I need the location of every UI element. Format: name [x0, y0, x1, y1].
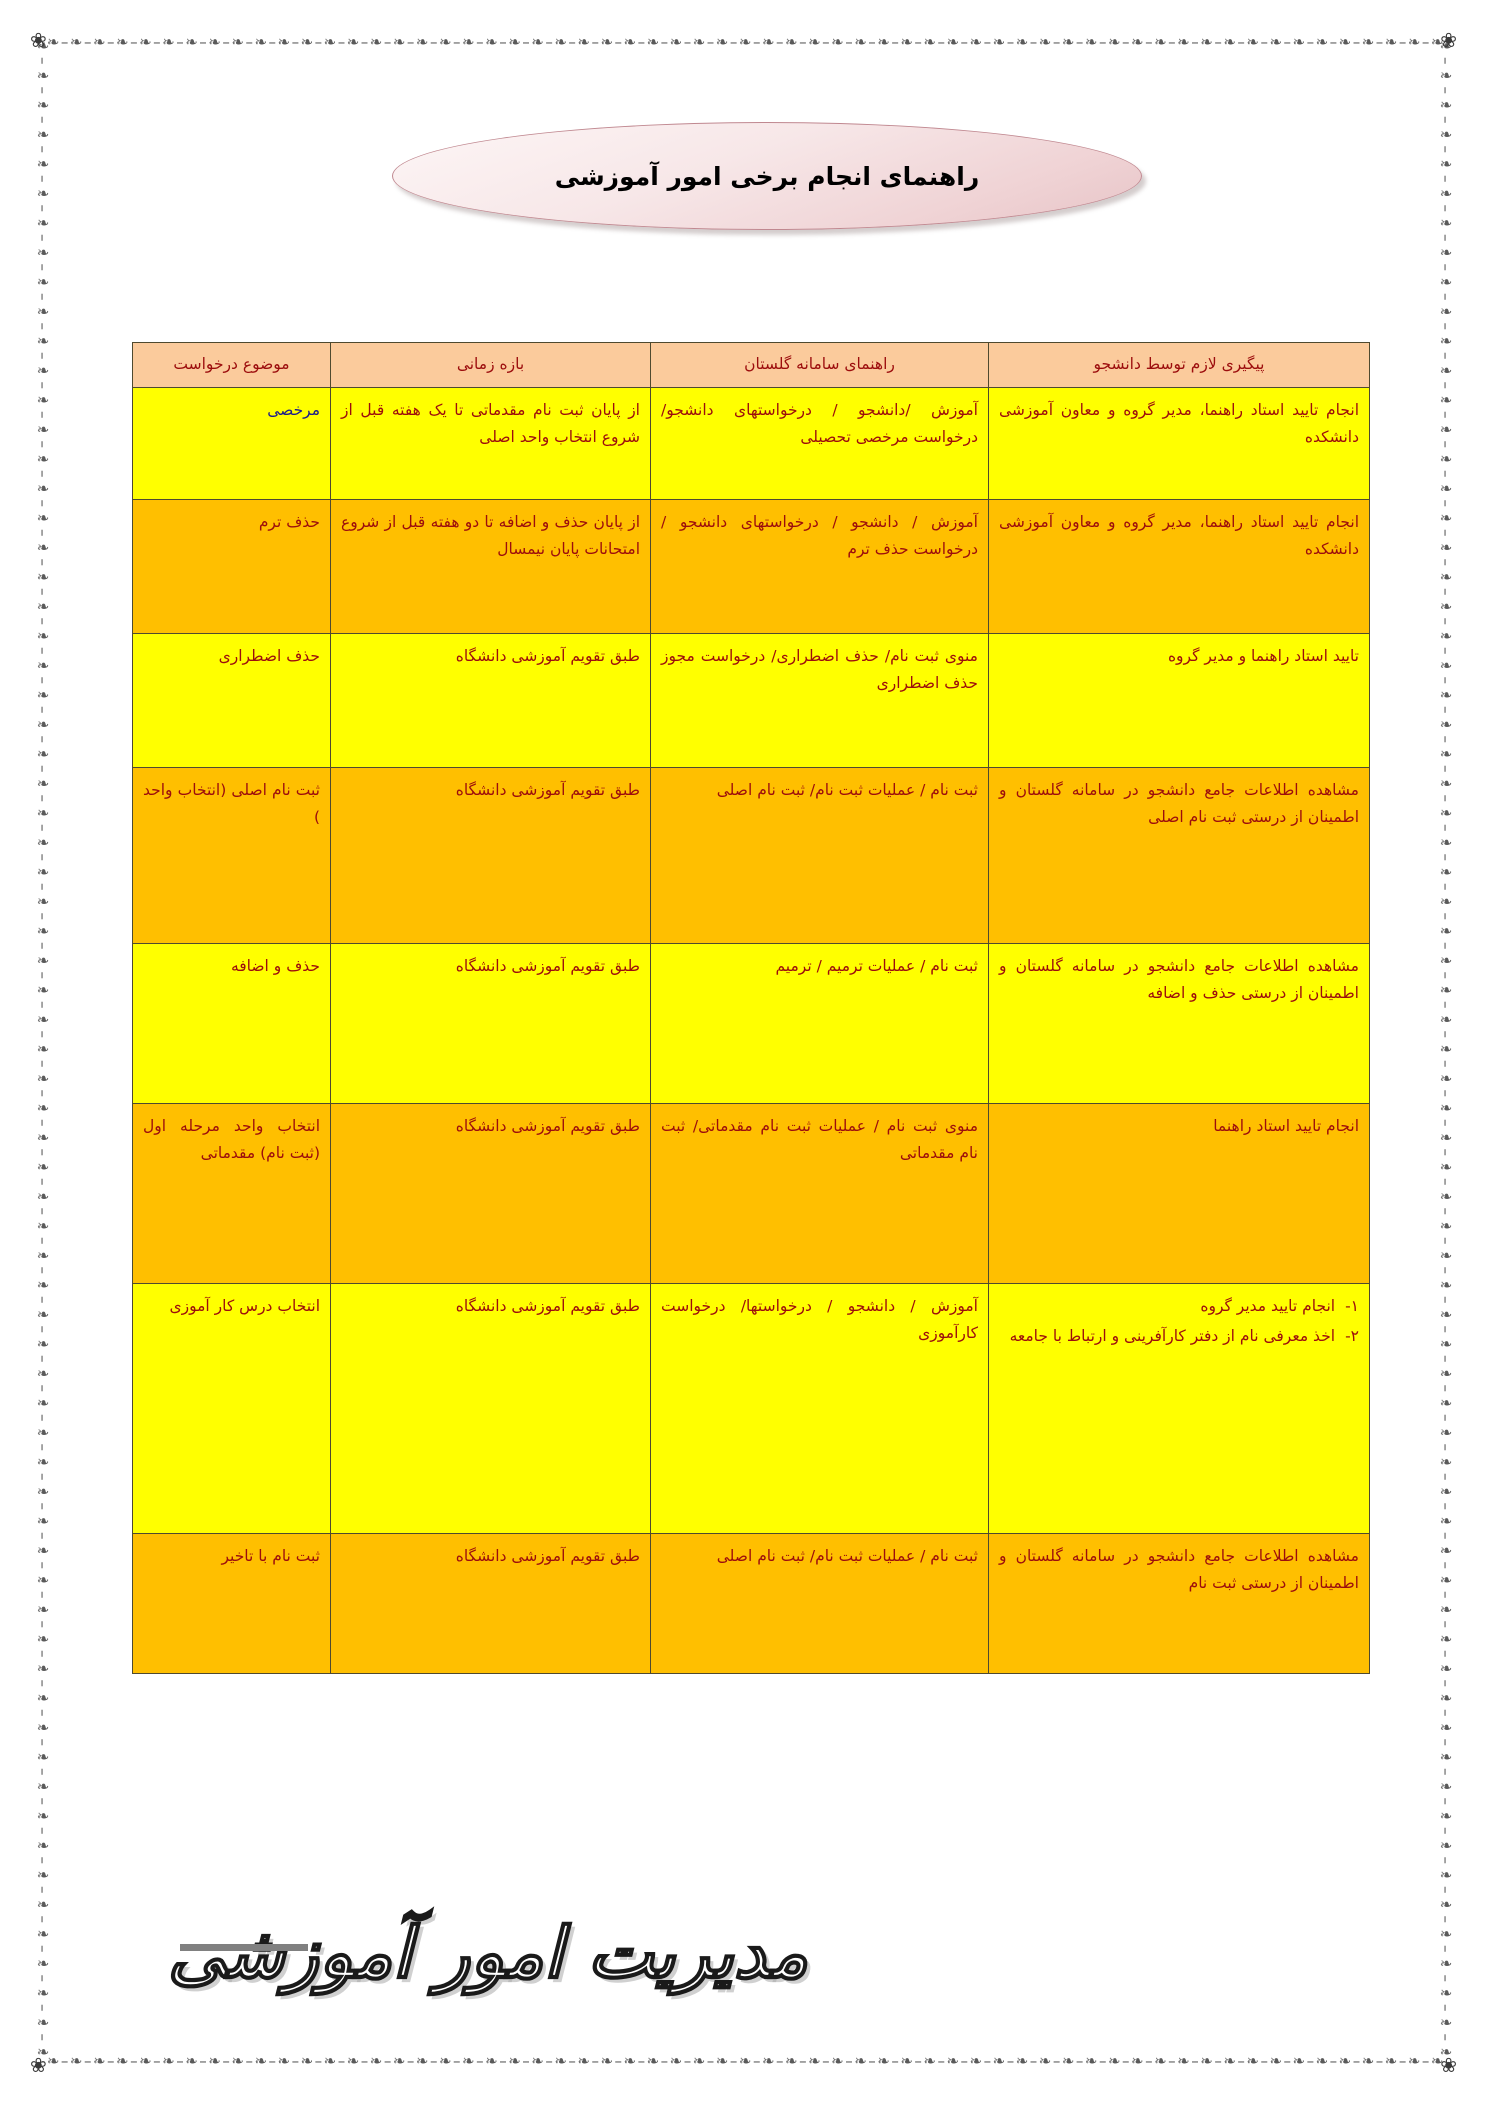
cell-system-guide: منوی ثبت نام/ حذف اضطراری/ درخواست مجوز …	[650, 633, 989, 768]
corner-ornament-bottom-right-icon: ❀	[1440, 2053, 1457, 2077]
cell-period: طبق تقویم آموزشی دانشگاه	[330, 633, 651, 768]
cell-subject: انتخاب درس کار آموزی	[132, 1283, 331, 1534]
cell-system-guide: ثبت نام / عملیات ترمیم / ترمیم	[650, 943, 989, 1104]
cell-follow-up: مشاهده اطلاعات جامع دانشجو در سامانه گلس…	[988, 767, 1370, 944]
table-row: مشاهده اطلاعات جامع دانشجو در سامانه گلس…	[132, 767, 1370, 944]
cell-period: از پایان حذف و اضافه تا دو هفته قبل از ش…	[330, 499, 651, 634]
column-header-follow-up: پیگیری لازم توسط دانشجو	[988, 342, 1370, 388]
cell-subject: حذف ترم	[132, 499, 331, 634]
cell-follow-up: انجام تایید استاد راهنما، مدیر گروه و مع…	[988, 499, 1370, 634]
list-item-number: ۱-	[1345, 1297, 1359, 1315]
cell-follow-up: مشاهده اطلاعات جامع دانشجو در سامانه گلس…	[988, 1533, 1370, 1674]
cell-period: از پایان ثبت نام مقدماتی تا یک هفته قبل …	[330, 387, 651, 500]
table-header-row: پیگیری لازم توسط دانشجو راهنمای سامانه گ…	[132, 342, 1370, 388]
page-border-left-ornament: ❧–❧–❧–❧–❧–❧–❧–❧–❧–❧–❧–❧–❧–❧–❧–❧–❧–❧–❧–❧–…	[34, 42, 50, 2063]
cell-subject: مرخصی	[132, 387, 331, 500]
cell-period: طبق تقویم آموزشی دانشگاه	[330, 943, 651, 1104]
column-header-system-guide: راهنمای سامانه گلستان	[650, 342, 989, 388]
list-item: ۱- انجام تایید مدیر گروه	[999, 1293, 1359, 1320]
list-item-text: اخذ معرفی نام از دفتر کارآفرینی و ارتباط…	[1009, 1327, 1336, 1346]
document-title-banner: راهنمای انجام برخی امور آموزشی	[392, 122, 1142, 230]
cell-follow-up: ۱- انجام تایید مدیر گروه ۲- اخذ معرفی نام ا…	[988, 1283, 1370, 1534]
cell-system-guide: آموزش / دانشجو / درخواستها/ درخواست کارآ…	[650, 1283, 989, 1534]
page-title: راهنمای انجام برخی امور آموزشی	[554, 161, 980, 191]
table-row: انجام تایید استاد راهنما، مدیر گروه و مع…	[132, 387, 1370, 500]
list-item-text: انجام تایید مدیر گروه	[1200, 1297, 1336, 1315]
footer-signature-block: مدیریت امور آموزشی	[167, 1898, 809, 2018]
cell-period: طبق تقویم آموزشی دانشگاه	[330, 767, 651, 944]
table-body: انجام تایید استاد راهنما، مدیر گروه و مع…	[132, 387, 1370, 1674]
cell-subject: ثبت نام اصلی (انتخاب واحد )	[132, 767, 331, 944]
cell-period: طبق تقویم آموزشی دانشگاه	[330, 1533, 651, 1674]
cell-subject: انتخاب واحد مرحله اول (ثبت نام) مقدماتی	[132, 1103, 331, 1284]
page-border-top-ornament: ❧–❧–❧–❧–❧–❧–❧–❧–❧–❧–❧–❧–❧–❧–❧–❧–❧–❧–❧–❧–…	[42, 35, 1445, 51]
column-header-period: بازه زمانی	[330, 342, 651, 388]
cell-follow-up: انجام تایید استاد راهنما، مدیر گروه و مع…	[988, 387, 1370, 500]
corner-ornament-bottom-left-icon: ❀	[30, 2053, 47, 2077]
page-border-bottom-ornament: ❧–❧–❧–❧–❧–❧–❧–❧–❧–❧–❧–❧–❧–❧–❧–❧–❧–❧–❧–❧–…	[42, 2054, 1445, 2070]
table-row: مشاهده اطلاعات جامع دانشجو در سامانه گلس…	[132, 943, 1370, 1104]
corner-ornament-top-left-icon: ❀	[30, 28, 47, 52]
cell-follow-up: تایید استاد راهنما و مدیر گروه	[988, 633, 1370, 768]
cell-period: طبق تقویم آموزشی دانشگاه	[330, 1103, 651, 1284]
cell-system-guide: منوی ثبت نام / عملیات ثبت نام مقدماتی/ ث…	[650, 1103, 989, 1284]
cell-follow-up: مشاهده اطلاعات جامع دانشجو در سامانه گلس…	[988, 943, 1370, 1104]
cell-subject: حذف اضطراری	[132, 633, 331, 768]
title-ellipse-shape: راهنمای انجام برخی امور آموزشی	[392, 122, 1142, 230]
corner-ornament-top-right-icon: ❀	[1440, 28, 1457, 52]
column-header-subject: موضوع درخواست	[132, 342, 331, 388]
page-border-right-ornament: ❧–❧–❧–❧–❧–❧–❧–❧–❧–❧–❧–❧–❧–❧–❧–❧–❧–❧–❧–❧–…	[1437, 42, 1453, 2063]
follow-up-list: ۱- انجام تایید مدیر گروه ۲- اخذ معرفی نام ا…	[999, 1293, 1359, 1350]
cell-system-guide: ثبت نام / عملیات ثبت نام/ ثبت نام اصلی	[650, 767, 989, 944]
cell-subject: حذف و اضافه	[132, 943, 331, 1104]
list-item: ۲- اخذ معرفی نام از دفتر کارآفرینی و ارتب…	[999, 1323, 1359, 1350]
academic-procedures-table: پیگیری لازم توسط دانشجو راهنمای سامانه گ…	[132, 342, 1370, 1674]
table-row: مشاهده اطلاعات جامع دانشجو در سامانه گلس…	[132, 1533, 1370, 1674]
signature-text: مدیریت امور آموزشی	[167, 1910, 809, 1995]
cell-follow-up: انجام تایید استاد راهنما	[988, 1103, 1370, 1284]
table-row: انجام تایید استاد راهنما، مدیر گروه و مع…	[132, 499, 1370, 634]
cell-system-guide: ثبت نام / عملیات ثبت نام/ ثبت نام اصلی	[650, 1533, 989, 1674]
cell-period: طبق تقویم آموزشی دانشگاه	[330, 1283, 651, 1534]
table-row: انجام تایید استاد راهنما منوی ثبت نام / ع…	[132, 1103, 1370, 1284]
list-item-number: ۲-	[1345, 1327, 1359, 1346]
table-row: تایید استاد راهنما و مدیر گروه منوی ثبت ن…	[132, 633, 1370, 768]
cell-subject: ثبت نام با تاخیر	[132, 1533, 331, 1674]
signature-underline	[180, 1944, 308, 1951]
table-row: ۱- انجام تایید مدیر گروه ۲- اخذ معرفی نام ا…	[132, 1283, 1370, 1534]
cell-system-guide: آموزش / دانشجو / درخواستهای دانشجو / درخ…	[650, 499, 989, 634]
cell-system-guide: آموزش /دانشجو / درخواستهای دانشجو/ درخوا…	[650, 387, 989, 500]
